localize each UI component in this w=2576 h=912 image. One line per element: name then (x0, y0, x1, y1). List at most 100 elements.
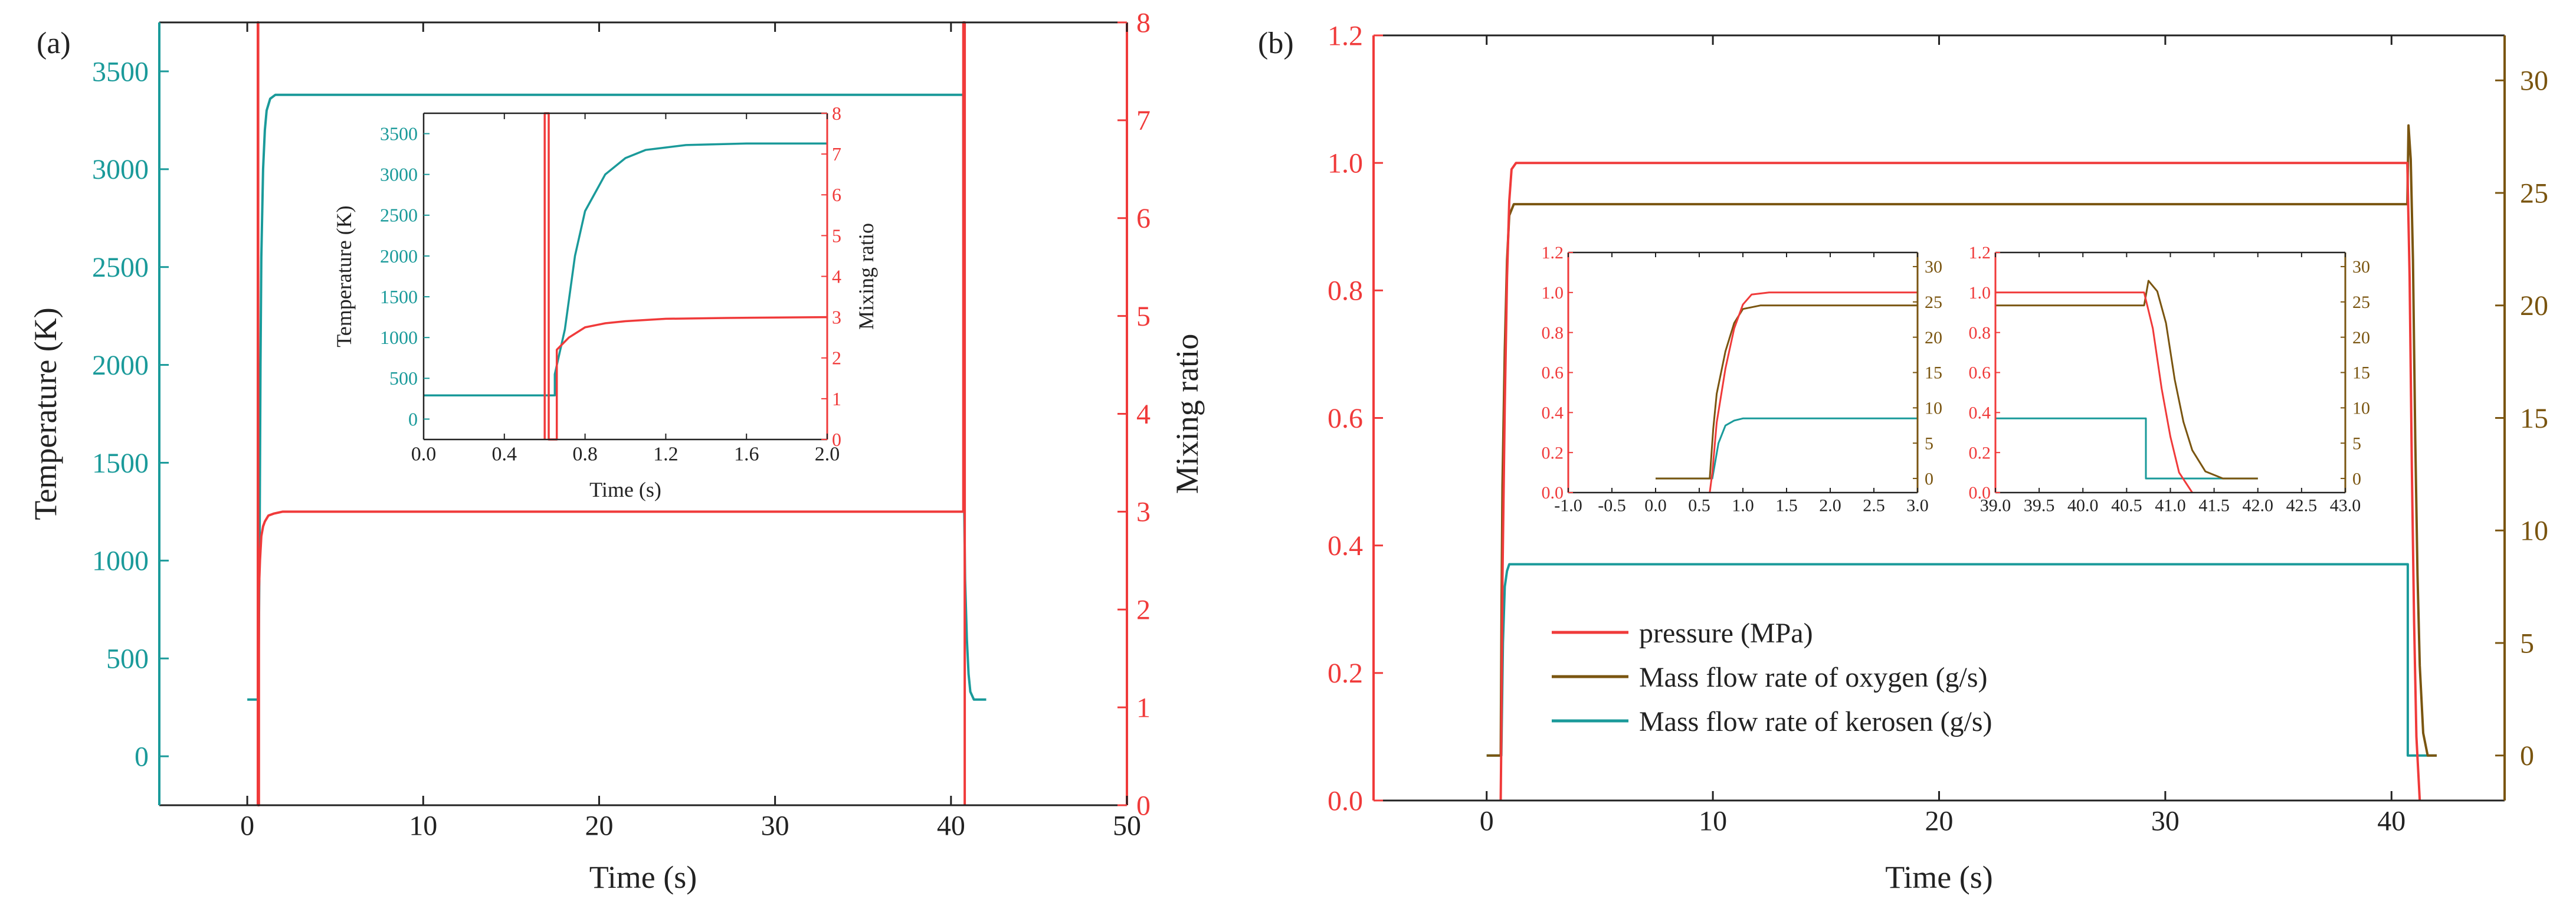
inset-left-right-y-tick-label: 30 (1925, 257, 1942, 277)
inset-right-y-tick-label: 6 (832, 184, 841, 205)
right-y-tick-label: 10 (2520, 516, 2548, 547)
right-y-tick-label: 2 (1136, 595, 1151, 626)
inset-left-y-tick-label: 2500 (380, 205, 418, 226)
inset-right-x-tick-label: 42.5 (2286, 496, 2318, 516)
panel-label-b: (b) (1258, 27, 1294, 60)
inset-right-x-tick-label: 41.0 (2155, 496, 2186, 516)
inset-right-left-y-tick-label: 0.4 (1969, 403, 1991, 423)
inset-left-y-tick-label: 3500 (380, 123, 418, 144)
inset-right-right-y-tick-label: 20 (2352, 328, 2370, 347)
inset-left-right-y-tick-label: 10 (1925, 399, 1942, 418)
right-y-tick-label: 25 (2520, 178, 2548, 209)
x-axis-title: Time (s) (1885, 859, 1993, 895)
inset-left-x-tick-label: 1.5 (1775, 496, 1798, 516)
inset-right-left-y-tick-label: 0.0 (1969, 483, 1991, 503)
right-y-tick-label: 5 (2520, 628, 2534, 659)
inset-right-y-tick-label: 7 (832, 143, 841, 165)
inset-right-right-y-tick-label: 0 (2352, 469, 2361, 488)
inset-left-y-tick-label: 500 (389, 368, 418, 389)
legend-label: pressure (MPa) (1639, 618, 1813, 649)
inset-right-x-tick-label: 40.0 (2067, 496, 2099, 516)
inset-right-y-tick-label: 3 (832, 307, 841, 328)
inset-right-right-y-tick-label: 15 (2352, 363, 2370, 383)
inset-right-y-tick-label: 5 (832, 225, 841, 246)
left-y-tick-label: 0.8 (1328, 275, 1363, 307)
pressure-line (1499, 162, 2421, 801)
inset-left-x-tick-label: -1.0 (1554, 496, 1582, 516)
right-y-tick-label: 8 (1136, 7, 1151, 38)
x-tick-label: 30 (761, 810, 789, 841)
right-y-tick-label: 1 (1136, 692, 1151, 723)
inset-left-y-tick-label: 1500 (380, 286, 418, 307)
left-y-tick-label: 1000 (92, 546, 149, 577)
temperature-line (247, 93, 987, 701)
left-y-tick-label: 0.0 (1328, 785, 1363, 816)
inset-x-tick-label: 0.0 (411, 444, 437, 465)
inset-left-right-y-tick-label: 5 (1925, 434, 1933, 453)
inset-left-kerosen-line (1656, 417, 1918, 480)
x-tick-label: 20 (585, 810, 613, 841)
inset-right-left-y-tick-label: 0.2 (1969, 443, 1991, 462)
inset-left-y-tick-label: 2000 (380, 245, 418, 267)
right-y-tick-label: 4 (1136, 399, 1151, 430)
inset-left-oxygen-line (1656, 304, 1918, 480)
inset-right-x-tick-label: 41.5 (2198, 496, 2230, 516)
inset-right-left-y-tick-label: 0.6 (1969, 363, 1991, 383)
left-y-tick-label: 1.2 (1328, 20, 1363, 51)
inset-left-x-tick-label: -0.5 (1598, 496, 1626, 516)
inset-right-y-tick-label: 1 (832, 388, 841, 409)
inset-right-right-y-tick-label: 30 (2352, 257, 2370, 277)
inset-left-left-y-tick-label: 1.2 (1542, 243, 1564, 263)
inset-left-right-y-tick-label: 25 (1925, 293, 1942, 312)
inset-left-left-y-tick-label: 0.8 (1542, 323, 1564, 343)
left-y-tick-label: 0.2 (1328, 658, 1363, 689)
inset-right-kerosen-line (1995, 417, 2258, 480)
x-tick-label: 0 (1480, 805, 1494, 836)
x-tick-label: 50 (1113, 810, 1141, 841)
left-y-tick-label: 2000 (92, 350, 149, 381)
x-tick-label: 20 (1925, 805, 1954, 836)
right-y-tick-label: 3 (1136, 497, 1151, 528)
inset-right-y-tick-label: 0 (832, 429, 841, 450)
right-y-tick-label: 15 (2520, 403, 2548, 434)
x-tick-label: 10 (1699, 805, 1727, 836)
inset-right-x-tick-label: 43.0 (2330, 496, 2361, 516)
inset-left-x-tick-label: 3.0 (1906, 496, 1929, 516)
right-y-tick-label: 6 (1136, 203, 1151, 234)
inset-left-x-tick-label: 2.0 (1819, 496, 1841, 516)
left-y-tick-label: 1500 (92, 448, 149, 479)
right-y-axis-title: Mixing ratio (1169, 334, 1205, 494)
legend-label: Mass flow rate of oxygen (g/s) (1639, 662, 1988, 693)
inset-right-right-y-tick-label: 10 (2352, 399, 2370, 418)
inset-right-left-y-tick-label: 0.8 (1969, 323, 1991, 343)
right-y-tick-label: 7 (1136, 105, 1151, 136)
left-y-tick-label: 3500 (92, 56, 149, 87)
left-y-tick-label: 0.6 (1328, 403, 1363, 434)
inset-right-x-tick-label: 42.0 (2243, 496, 2274, 516)
right-y-tick-label: 5 (1136, 301, 1151, 332)
inset-right-y-tick-label: 8 (832, 103, 841, 124)
inset-left-y-tick-label: 0 (408, 408, 418, 429)
inset-x-axis-title: Time (s) (589, 478, 661, 501)
inset-temperature-line (424, 142, 827, 397)
inset-right-y-tick-label: 4 (832, 265, 841, 287)
inset-left-pressure-line (1709, 291, 1918, 493)
inset-left-x-tick-label: 0.0 (1644, 496, 1667, 516)
inset-left-left-y-tick-label: 0.4 (1542, 403, 1564, 423)
inset-left-bg (1568, 252, 1918, 493)
inset-right-x-tick-label: 40.5 (2111, 496, 2142, 516)
x-tick-label: 0 (240, 810, 254, 841)
inset-left-right-y-tick-label: 0 (1925, 469, 1933, 488)
left-y-tick-label: 1.0 (1328, 147, 1363, 179)
inset-left-left-y-tick-label: 1.0 (1542, 283, 1564, 303)
chart-a: 0 10 20 30 40 5005001000150020002500300035000… (28, 7, 1205, 895)
x-tick-label: 30 (2151, 805, 2180, 836)
inset-x-tick-label: 0.4 (492, 444, 517, 465)
inset-left-x-tick-label: 1.0 (1732, 496, 1754, 516)
x-tick-label: 40 (2377, 805, 2405, 836)
x-tick-label: 40 (937, 810, 965, 841)
inset-x-tick-label: 0.8 (572, 444, 598, 465)
legend-label: Mass flow rate of kerosen (g/s) (1639, 706, 1992, 737)
inset-a-bg (424, 113, 827, 439)
inset-right-right-y-tick-label: 25 (2352, 293, 2370, 312)
